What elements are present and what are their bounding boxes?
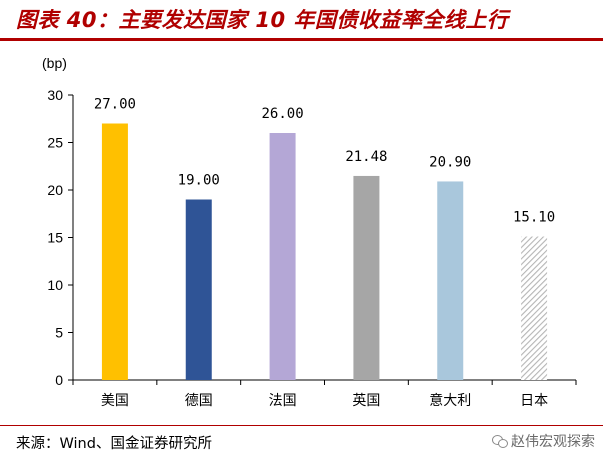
- x-category-label: 法国: [269, 393, 297, 409]
- x-category-label: 德国: [185, 393, 213, 409]
- wechat-icon: [492, 434, 508, 448]
- bar-value-label: 27.00: [94, 97, 136, 113]
- bar-value-label: 19.00: [178, 173, 220, 189]
- x-category-label: 美国: [101, 393, 129, 409]
- bar-value-label: 20.90: [429, 154, 471, 170]
- bar-chart: 0 5 10 15 20 25 30 (bp) 27.00 美国 19.00 德国 26.00 法国 21…: [42, 55, 577, 409]
- bar-2: [269, 133, 296, 380]
- y-tick-label: 20: [47, 182, 63, 198]
- bar-4: [437, 181, 464, 380]
- bar-value-label: 21.48: [345, 149, 387, 165]
- y-tick-label: 5: [55, 325, 63, 341]
- bar-value-label: 26.00: [262, 106, 304, 122]
- y-tick-label: 10: [47, 277, 63, 293]
- x-category-label: 意大利: [429, 392, 471, 409]
- source-divider: [0, 425, 603, 426]
- x-category-label: 日本: [520, 393, 548, 409]
- chart-title: 图表 40：主要发达国家 10 年国债收益率全线上行: [16, 8, 509, 32]
- bar-3: [353, 175, 380, 380]
- brand-name: 赵伟宏观探索: [511, 434, 595, 450]
- y-tick-label: 25: [47, 135, 63, 151]
- y-tick-label: 15: [47, 230, 63, 246]
- bar-0: [101, 123, 128, 380]
- brand-watermark: 赵伟宏观探索: [492, 431, 595, 451]
- x-category-label: 英国: [352, 392, 380, 409]
- y-tick-label: 30: [47, 87, 63, 103]
- y-tick-label: 0: [55, 372, 63, 388]
- bar-1: [185, 199, 212, 380]
- bar-value-label: 15.10: [513, 210, 555, 226]
- y-axis-unit-label: (bp): [42, 55, 67, 71]
- bar-5: [521, 236, 548, 380]
- source-note: 来源：Wind、国金证券研究所: [16, 436, 212, 452]
- title-divider: [0, 38, 603, 41]
